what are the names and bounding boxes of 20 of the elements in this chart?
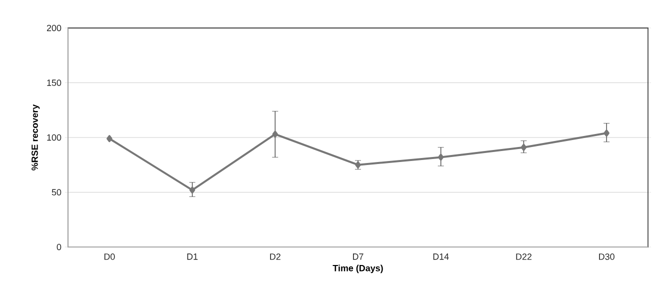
y-tick-label: 100	[47, 134, 62, 141]
point	[604, 130, 610, 137]
x-tick-label: D30	[599, 254, 614, 260]
y-tick-label: 150	[47, 80, 62, 86]
point	[438, 154, 444, 161]
x-tick-label: D2	[270, 254, 280, 260]
x-tick-label: D14	[433, 254, 449, 260]
y-axis-title: %RSE recovery	[32, 104, 40, 170]
point	[520, 144, 527, 151]
y-tick-label: 50	[52, 189, 62, 196]
point	[189, 186, 196, 194]
x-tick-label: D0	[104, 254, 115, 260]
y-tick-label: 0	[56, 244, 62, 250]
y-tick-label: 200	[46, 24, 62, 32]
x-tick-label: D7	[353, 254, 364, 260]
x-axis-title: Time (Days)	[332, 264, 383, 274]
x-tick-label: D22	[516, 254, 532, 260]
point	[272, 130, 278, 138]
x-tick-label: D1	[187, 254, 198, 260]
point	[106, 135, 112, 142]
